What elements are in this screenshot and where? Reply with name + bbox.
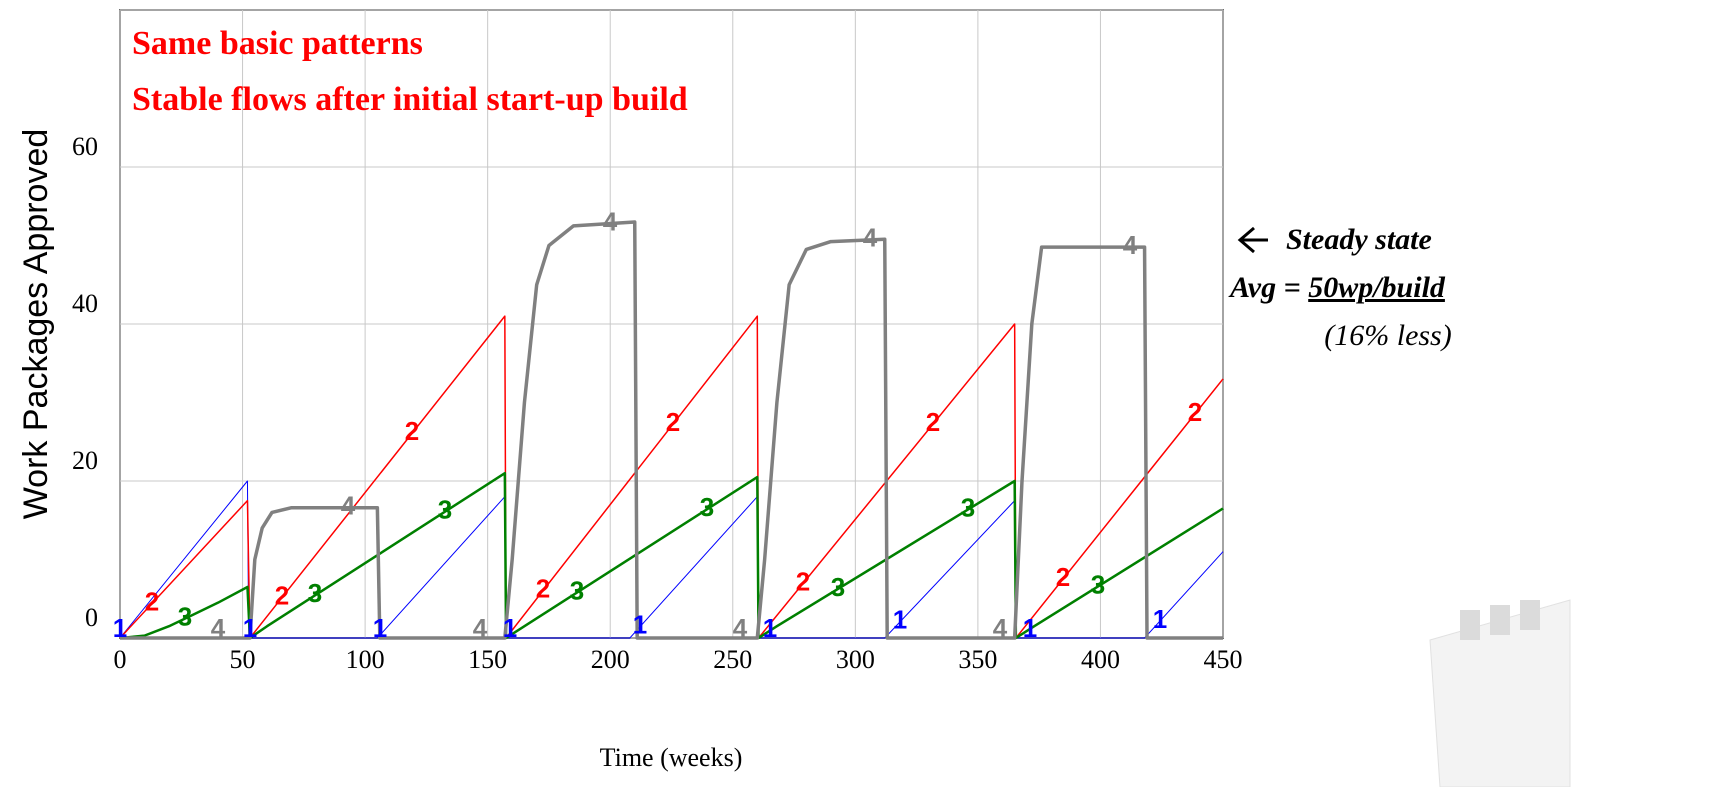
series-label: 2 <box>536 574 550 604</box>
y-tick-label: 60 <box>72 132 98 161</box>
series-label: 1 <box>243 613 257 643</box>
x-tick-label: 200 <box>591 645 630 674</box>
side-note-line: Avg = 50wp/build <box>1228 271 1446 304</box>
x-axis-label: Time (weeks) <box>600 743 743 772</box>
series-label: 4 <box>211 613 226 643</box>
series-label: 3 <box>831 572 845 602</box>
y-tick-label: 80 <box>72 0 98 4</box>
x-tick-label: 250 <box>713 645 752 674</box>
annotation: Same basic patterns <box>132 25 423 62</box>
side-note: Steady state Avg = 50wp/build (16% less) <box>1228 223 1452 352</box>
series-label: 4 <box>473 613 488 643</box>
series-label: 3 <box>700 492 714 522</box>
side-note-value: 50wp/build <box>1308 271 1446 304</box>
series-label: 3 <box>961 492 975 522</box>
series-label: 1 <box>113 613 127 643</box>
side-note-prefix: Avg = <box>1228 271 1308 304</box>
series-label: 1 <box>373 613 387 643</box>
x-tick-label: 300 <box>836 645 875 674</box>
series-label: 1 <box>893 605 907 635</box>
series-label: 4 <box>341 491 356 521</box>
series-label: 4 <box>733 613 748 643</box>
series-label: 4 <box>603 206 618 236</box>
series-line <box>120 220 1223 640</box>
series-label: 2 <box>1056 562 1070 592</box>
x-tick-label: 50 <box>230 645 256 674</box>
series-label: 1 <box>1153 604 1167 634</box>
series-label: 4 <box>1123 230 1138 260</box>
series-label: 2 <box>405 416 419 446</box>
series-label: 4 <box>863 223 878 253</box>
series-label: 3 <box>178 601 192 631</box>
side-note-line: Steady state <box>1286 223 1432 256</box>
x-tick-label: 350 <box>958 645 997 674</box>
building-watermark <box>1429 599 1571 787</box>
y-tick-label: 40 <box>72 289 98 318</box>
x-tick-label: 400 <box>1081 645 1120 674</box>
series-label: 1 <box>763 613 777 643</box>
series-label: 1 <box>633 610 647 640</box>
series-label: 3 <box>1091 569 1105 599</box>
side-note-line: (16% less) <box>1324 319 1451 352</box>
series-label: 2 <box>796 566 810 596</box>
x-tick-label: 150 <box>468 645 507 674</box>
y-axis-label: Work Packages Approved <box>17 129 55 520</box>
y-tick-label: 0 <box>85 603 98 632</box>
y-tick-label: 20 <box>72 446 98 475</box>
arrow <box>1237 226 1268 254</box>
series-label: 1 <box>503 613 517 643</box>
series-label: 3 <box>438 495 452 525</box>
series-label: 2 <box>926 407 940 437</box>
series-label: 2 <box>666 407 680 437</box>
x-tick-label: 450 <box>1204 645 1243 674</box>
series-label: 2 <box>1188 397 1202 427</box>
series-label: 4 <box>993 613 1008 643</box>
x-tick-label: 100 <box>346 645 385 674</box>
annotation: Stable flows after initial start-up buil… <box>132 81 688 118</box>
series-label: 3 <box>570 575 584 605</box>
series-label: 2 <box>275 580 289 610</box>
x-tick-label: 0 <box>114 645 127 674</box>
series-label: 2 <box>145 586 159 616</box>
series-label: 1 <box>1023 613 1037 643</box>
series-line <box>119 471 1224 640</box>
series-label: 3 <box>308 578 322 608</box>
